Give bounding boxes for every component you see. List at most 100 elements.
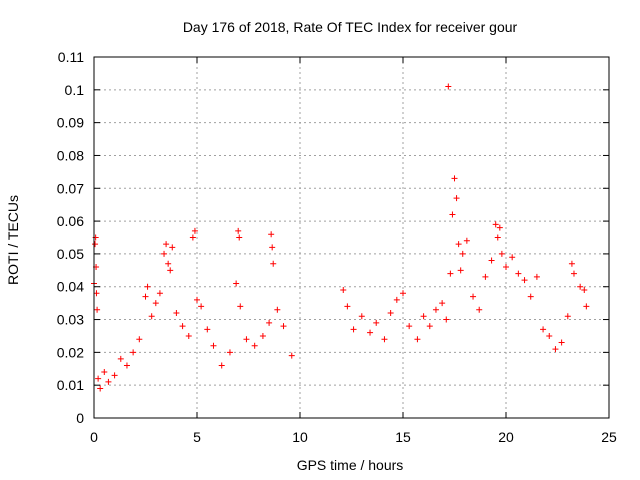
- y-tick-labels: 0 0.01 0.02 0.03 0.04 0.05 0.06 0.07 0.08 0.09 0.1…: [57, 49, 84, 426]
- data-point: [443, 316, 450, 323]
- x-tick-label: 10: [292, 429, 308, 445]
- chart-title: Day 176 of 2018, Rate Of TEC Index for r…: [183, 19, 518, 35]
- data-point: [189, 234, 196, 241]
- data-point: [169, 244, 176, 251]
- data-point: [161, 250, 168, 257]
- y-tick-label: 0.01: [57, 377, 84, 393]
- y-tick-label: 0.1: [65, 82, 85, 98]
- data-point: [459, 250, 466, 257]
- y-tick-label: 0.03: [57, 312, 84, 328]
- data-point: [204, 326, 211, 333]
- data-point: [583, 303, 590, 310]
- y-tick-label: 0.02: [57, 344, 84, 360]
- data-point: [387, 309, 394, 316]
- data-point: [269, 244, 276, 251]
- data-point: [142, 293, 149, 300]
- y-tick-label: 0.11: [58, 49, 84, 65]
- y-tick-label: 0.09: [57, 115, 84, 131]
- data-point: [173, 309, 180, 316]
- data-point: [558, 339, 565, 346]
- data-point: [218, 362, 225, 369]
- data-point: [577, 283, 584, 290]
- data-point: [570, 270, 577, 277]
- data-point: [270, 260, 277, 267]
- data-point: [457, 267, 464, 274]
- data-point: [165, 260, 172, 267]
- data-point: [194, 296, 200, 303]
- data-point: [236, 234, 243, 241]
- data-point: [237, 303, 244, 310]
- plot-border: [93, 56, 610, 419]
- data-point: [449, 211, 456, 218]
- data-point: [358, 313, 365, 320]
- data-point: [552, 346, 559, 353]
- data-point: [546, 332, 553, 339]
- data-point: [463, 237, 470, 244]
- data-point: [515, 270, 522, 277]
- data-point: [95, 375, 102, 382]
- data-point: [540, 326, 547, 333]
- data-point: [156, 290, 163, 297]
- data-point: [496, 224, 503, 231]
- y-tick-label: 0.07: [57, 180, 84, 196]
- data-point: [527, 293, 534, 300]
- grid-lines: [94, 57, 609, 418]
- data-point: [274, 306, 281, 313]
- data-point: [447, 270, 454, 277]
- axis-ticks: [93, 56, 610, 419]
- y-tick-label: 0.04: [57, 279, 84, 295]
- data-point: [381, 336, 388, 343]
- data-point: [503, 264, 509, 271]
- data-point: [117, 355, 124, 362]
- data-point: [445, 83, 452, 90]
- data-point: [400, 290, 406, 297]
- data-point: [451, 175, 458, 182]
- data-point: [251, 342, 258, 349]
- data-point: [432, 306, 439, 313]
- data-point: [494, 234, 501, 241]
- data-point: [373, 319, 380, 326]
- data-point: [105, 378, 112, 385]
- data-point: [266, 319, 273, 326]
- data-point: [288, 352, 295, 359]
- x-tick-label: 25: [601, 429, 617, 445]
- data-point: [581, 287, 588, 294]
- data-point: [476, 306, 483, 313]
- data-point: [185, 332, 192, 339]
- data-point: [179, 323, 186, 330]
- y-tick-label: 0.08: [57, 147, 84, 163]
- data-point: [259, 332, 266, 339]
- x-tick-label: 20: [498, 429, 514, 445]
- data-point: [509, 254, 516, 261]
- data-point: [152, 300, 159, 307]
- data-point: [533, 273, 540, 280]
- data-point: [136, 336, 143, 343]
- y-tick-label: 0: [76, 410, 84, 426]
- data-point: [198, 303, 205, 310]
- data-point: [94, 306, 101, 313]
- data-point: [455, 241, 462, 248]
- data-point: [470, 293, 477, 300]
- data-point: [210, 342, 217, 349]
- data-point: [482, 273, 489, 280]
- data-point: [235, 227, 242, 234]
- data-point: [243, 336, 250, 343]
- y-tick-label: 0.06: [57, 213, 84, 229]
- y-tick-label: 0.05: [57, 246, 84, 262]
- x-axis-label: GPS time / hours: [297, 457, 404, 473]
- data-point: [130, 349, 137, 356]
- data-point: [268, 231, 275, 238]
- data-point: [420, 313, 427, 320]
- data-point: [568, 260, 575, 267]
- data-point: [123, 362, 130, 369]
- data-point: [406, 323, 413, 330]
- data-point: [521, 277, 528, 284]
- data-point: [226, 349, 233, 356]
- data-point: [111, 372, 118, 379]
- x-tick-label: 0: [90, 429, 98, 445]
- data-point: [393, 296, 400, 303]
- data-point: [144, 283, 151, 290]
- x-tick-label: 15: [395, 429, 411, 445]
- data-points: [91, 83, 590, 392]
